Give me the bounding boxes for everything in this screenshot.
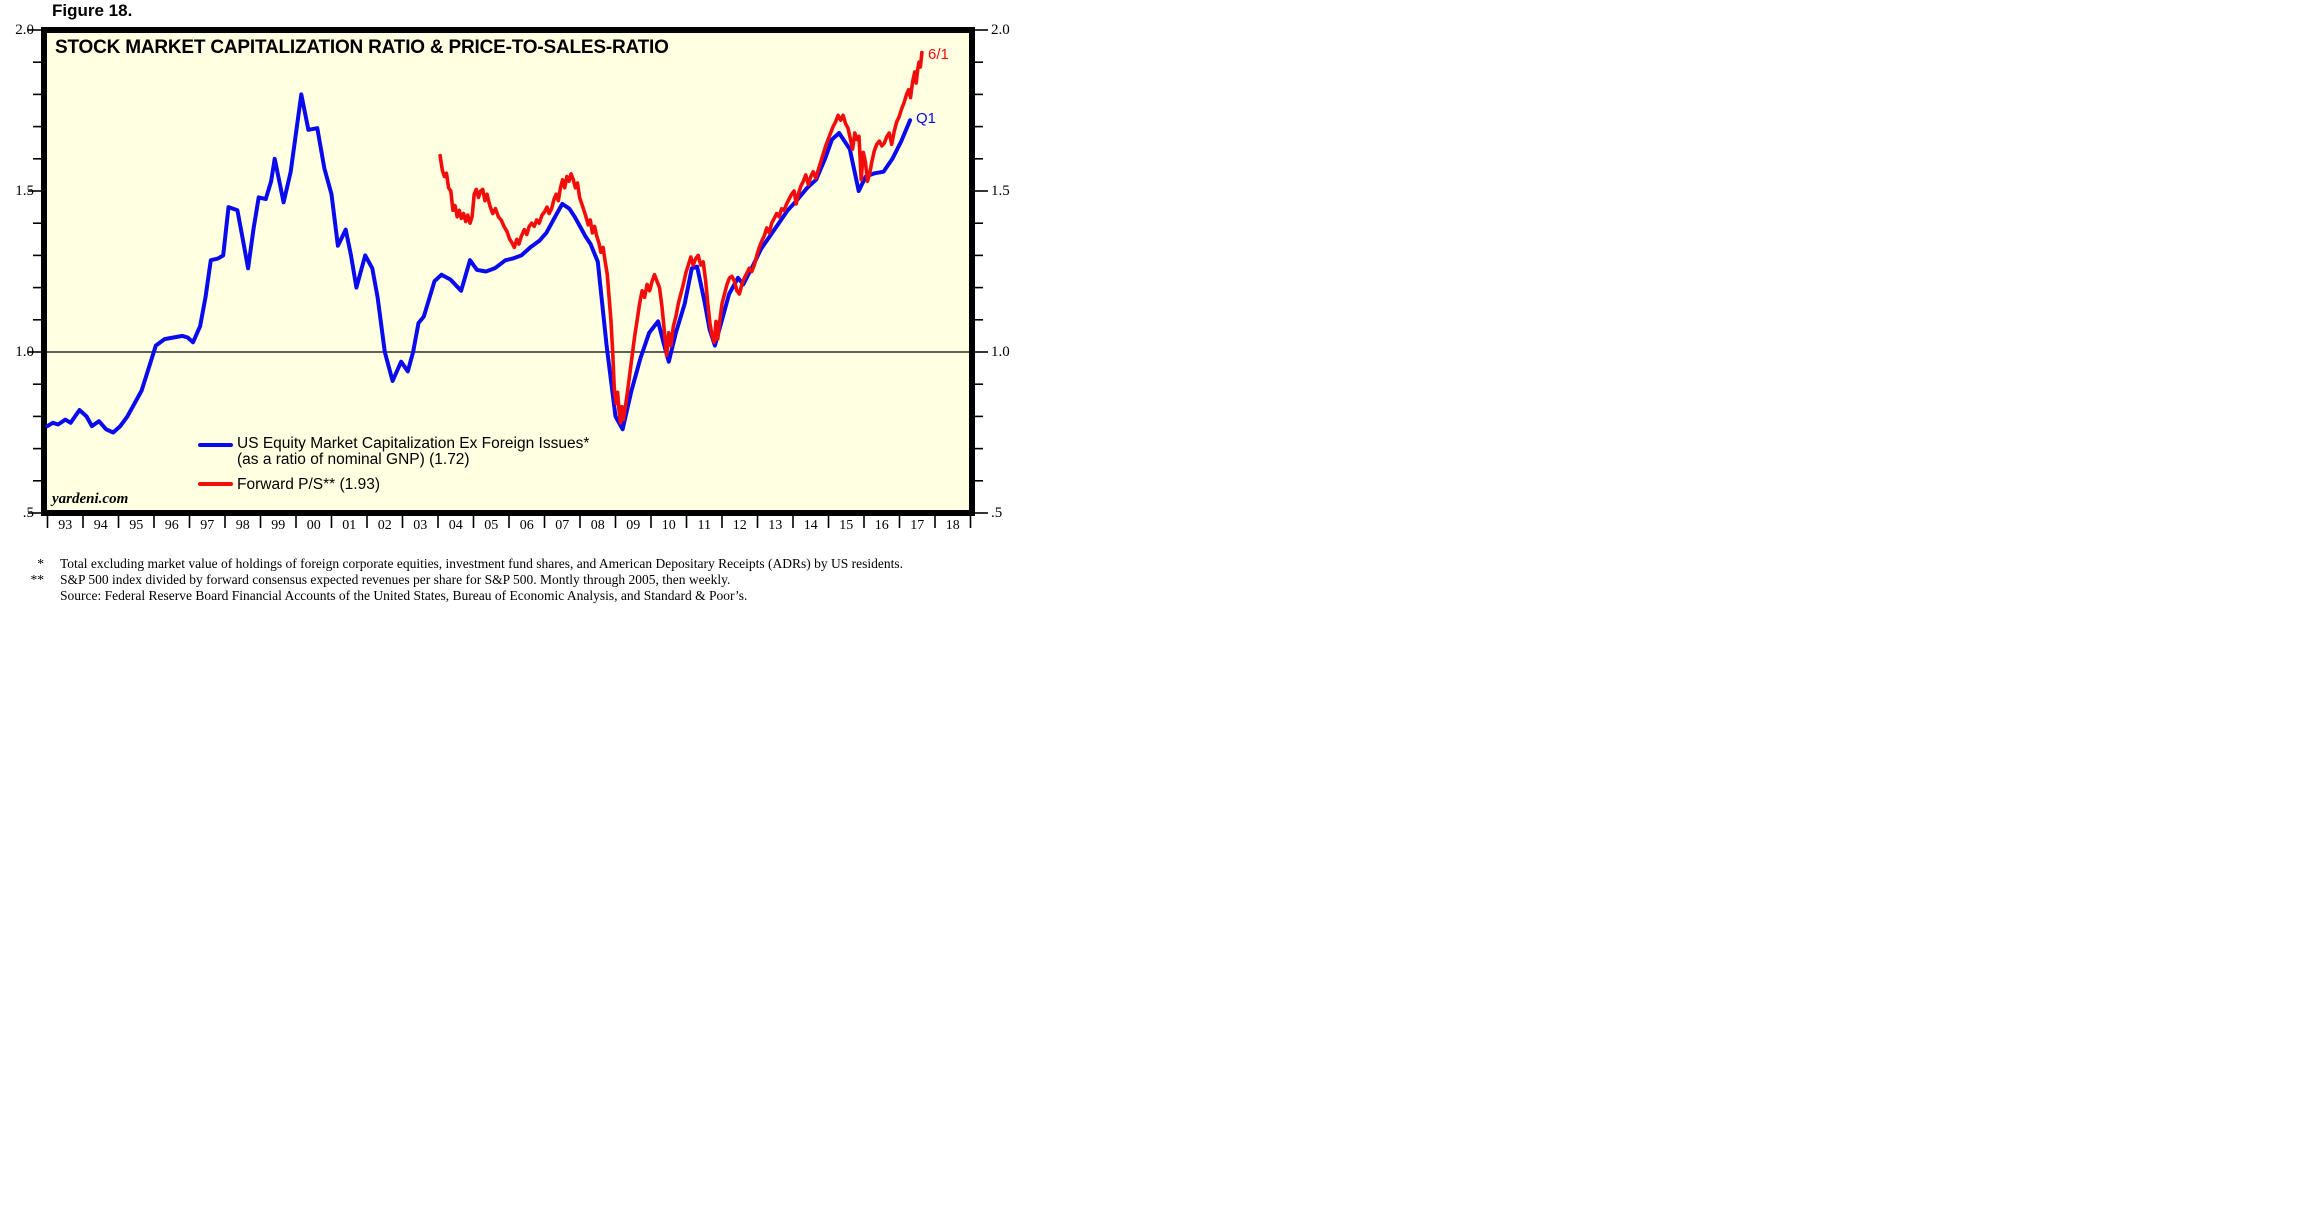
- annotation-red-latest: 6/1: [928, 46, 949, 63]
- footnote-text: Total excluding market value of holdings…: [60, 556, 903, 571]
- x-axis-label: 13: [768, 518, 783, 533]
- x-axis-label: 02: [377, 518, 392, 533]
- x-axis-label: 05: [484, 518, 499, 533]
- x-axis-label: 98: [235, 518, 250, 533]
- annotation-blue-latest: Q1: [916, 110, 937, 127]
- legend-label-blue: US Equity Market Capitalization Ex Forei…: [237, 436, 589, 467]
- x-axis-label: 09: [626, 518, 641, 533]
- y-axis-label-right: 2.0: [991, 22, 1010, 38]
- footnote-row: Source: Federal Reserve Board Financial …: [0, 588, 1060, 604]
- x-axis-label: 94: [93, 518, 108, 533]
- y-axis-label-right: 1.0: [991, 344, 1010, 360]
- footnote-marker: **: [30, 572, 45, 587]
- red-series-line: [438, 50, 924, 425]
- footnote-text: S&P 500 index divided by forward consens…: [60, 572, 731, 587]
- x-axis-label: 16: [874, 518, 889, 533]
- x-axis-label: 97: [200, 518, 215, 533]
- legend-label-blue-line2: (as a ratio of nominal GNP) (1.72): [237, 450, 470, 468]
- chart-container: Figure 18. STOCK MARKET CAPITALIZATION R…: [0, 0, 1080, 660]
- x-axis-label: 06: [519, 518, 534, 533]
- x-axis-label: 01: [342, 518, 357, 533]
- figure-label: Figure 18.: [52, 1, 133, 20]
- legend-label-blue-line1: US Equity Market Capitalization Ex Forei…: [237, 435, 590, 452]
- y-axis-label-left: 2.0: [15, 22, 34, 38]
- x-axis-label: 14: [803, 518, 818, 533]
- y-axis-label-left: 1.5: [15, 183, 34, 199]
- x-axis-label: 93: [58, 518, 73, 533]
- x-axis-label: 04: [448, 518, 463, 533]
- x-axis-label: 95: [129, 518, 144, 533]
- plot-area: [41, 27, 975, 516]
- legend-swatch-red-line: [198, 482, 233, 486]
- x-axis-label: 08: [590, 518, 605, 533]
- x-axis-label: 96: [164, 518, 179, 533]
- footnote-marker: [0, 588, 44, 604]
- x-axis-label: 17: [910, 518, 925, 533]
- x-axis-label: 10: [661, 518, 676, 533]
- legend-swatch-blue-line: [198, 443, 233, 447]
- x-axis-label: 03: [413, 518, 428, 533]
- blue-series-line: [45, 92, 913, 435]
- chart-canvas: [28, 29, 988, 528]
- footnote-marker: *: [37, 556, 44, 571]
- legend-label-red: Forward P/S** (1.93): [237, 476, 380, 493]
- x-axis-label: 12: [732, 518, 747, 533]
- x-axis-label: 99: [271, 518, 286, 533]
- footnote-row: * Total excluding market value of holdin…: [0, 556, 1060, 572]
- x-axis-label: 07: [555, 518, 570, 533]
- y-axis-label-right: .5: [991, 505, 1003, 521]
- footnote-text: Source: Federal Reserve Board Financial …: [60, 588, 748, 603]
- plot-title: STOCK MARKET CAPITALIZATION RATIO & PRIC…: [55, 37, 669, 58]
- watermark-yardeni: yardeni.com: [52, 491, 129, 507]
- footnotes: * Total excluding market value of holdin…: [0, 556, 1060, 604]
- y-axis-label-right: 1.5: [991, 183, 1010, 199]
- x-axis-label: 11: [697, 518, 711, 533]
- y-axis-label-left: .5: [22, 505, 34, 521]
- y-axis-label-left: 1.0: [15, 344, 34, 360]
- x-axis-label: 00: [306, 518, 321, 533]
- x-axis-label: 15: [839, 518, 854, 533]
- x-axis-label: 18: [945, 518, 960, 533]
- footnote-row: ** S&P 500 index divided by forward cons…: [0, 572, 1060, 588]
